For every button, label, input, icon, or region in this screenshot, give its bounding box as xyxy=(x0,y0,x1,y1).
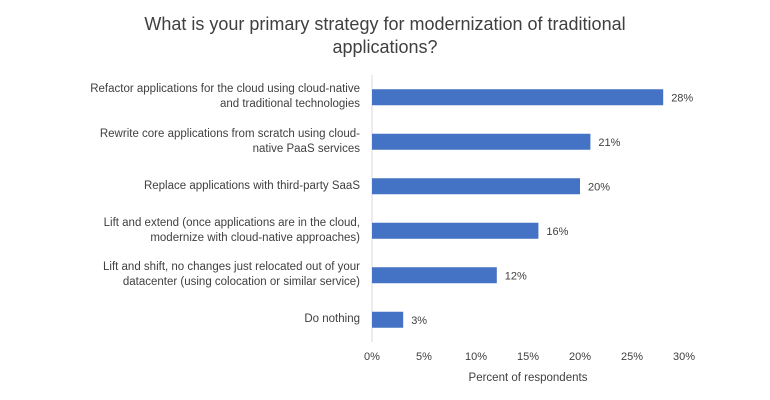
category-label-4: Lift and shift, no changes just relocate… xyxy=(30,260,360,290)
chart-title-line-2: applications? xyxy=(332,37,438,57)
category-label-4-line-1: datacenter (using colocation or similar … xyxy=(122,276,360,289)
bar-0 xyxy=(372,89,664,106)
category-label-1-line-0: Rewrite core applications from scratch u… xyxy=(99,127,360,140)
x-tick-label-6: 30% xyxy=(673,351,695,363)
x-tick-label-4: 20% xyxy=(569,351,591,363)
data-label-1: 21% xyxy=(598,137,620,149)
category-label-4-line-0: Lift and shift, no changes just relocate… xyxy=(103,261,360,274)
category-label-5: Do nothing xyxy=(30,312,360,327)
data-label-0: 28% xyxy=(671,92,693,104)
x-axis-label: Percent of respondents xyxy=(468,372,588,384)
category-label-3-line-1: modernize with cloud-native approaches) xyxy=(150,231,360,244)
category-label-0-line-1: and traditional technologies xyxy=(219,98,360,111)
data-label-2: 20% xyxy=(588,181,610,193)
x-tick-label-1: 5% xyxy=(416,351,432,363)
bar-3 xyxy=(372,222,539,239)
chart-title-line-1: What is your primary strategy for modern… xyxy=(144,14,626,34)
category-label-2: Replace applications with third-party Sa… xyxy=(30,179,360,194)
x-tick-label-5: 25% xyxy=(621,351,643,363)
chart-title: What is your primary strategy for modern… xyxy=(100,13,670,59)
category-label-2-line-0: Replace applications with third-party Sa… xyxy=(143,179,360,192)
bar-5 xyxy=(372,311,404,328)
bar-1 xyxy=(372,133,591,150)
x-tick-label-0: 0% xyxy=(364,351,380,363)
category-label-5-line-0: Do nothing xyxy=(304,313,360,326)
category-label-0: Refactor applications for the cloud usin… xyxy=(30,82,360,112)
x-tick-label-3: 15% xyxy=(517,351,539,363)
data-label-3: 16% xyxy=(546,226,568,238)
category-label-3: Lift and extend (once applications are i… xyxy=(30,216,360,246)
x-tick-label-2: 10% xyxy=(465,351,487,363)
category-label-1: Rewrite core applications from scratch u… xyxy=(30,127,360,157)
bar-2 xyxy=(372,178,580,195)
category-label-1-line-1: native PaaS services xyxy=(252,142,360,155)
data-label-4: 12% xyxy=(505,270,527,282)
category-label-0-line-0: Refactor applications for the cloud usin… xyxy=(90,83,360,96)
data-label-5: 3% xyxy=(411,315,427,327)
category-label-3-line-0: Lift and extend (once applications are i… xyxy=(103,216,360,229)
bar-4 xyxy=(372,267,497,284)
